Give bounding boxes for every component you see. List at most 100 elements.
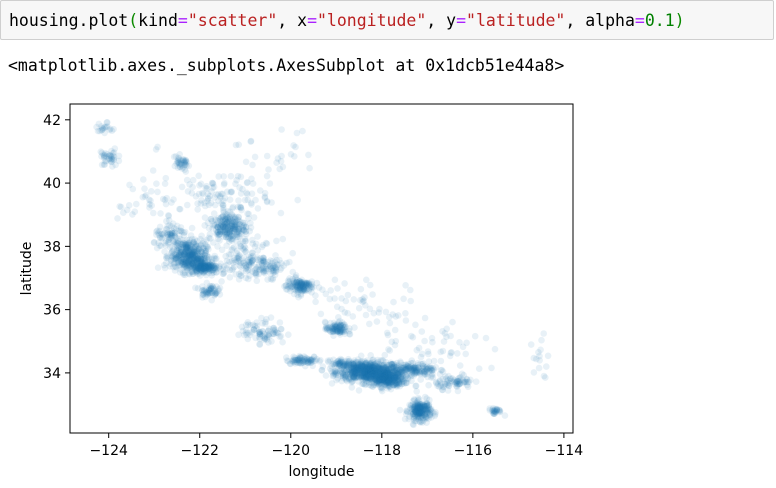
data-point <box>388 366 395 374</box>
data-point <box>361 358 368 365</box>
data-point <box>368 367 376 375</box>
code-str-scatter: "scatter" <box>187 11 278 30</box>
data-point <box>355 373 363 381</box>
data-point <box>472 378 480 386</box>
data-point <box>384 361 392 369</box>
data-point <box>378 366 386 374</box>
data-point <box>362 370 369 378</box>
data-point <box>358 363 365 371</box>
data-point <box>159 195 167 203</box>
data-point <box>430 357 438 365</box>
data-point <box>370 367 378 374</box>
data-point <box>357 367 364 374</box>
data-point <box>184 201 191 209</box>
data-point <box>369 370 377 377</box>
code-cell-input[interactable]: housing.plot(kind="scatter", x="longitud… <box>0 0 774 40</box>
data-point <box>382 371 389 379</box>
data-point <box>369 367 377 374</box>
data-point <box>251 153 259 161</box>
data-point <box>407 297 415 305</box>
data-point <box>369 364 377 372</box>
data-point <box>383 368 391 375</box>
data-point <box>279 338 286 346</box>
data-point <box>230 244 238 251</box>
data-point <box>372 365 379 373</box>
data-point <box>318 366 326 374</box>
data-point <box>373 372 381 379</box>
data-point <box>342 372 350 380</box>
data-point <box>393 370 401 377</box>
scatter-points <box>93 119 552 429</box>
data-point <box>108 155 115 163</box>
data-point <box>389 364 397 371</box>
y-axis-label: latitude <box>19 242 35 296</box>
data-point <box>385 369 392 377</box>
data-point <box>385 372 392 379</box>
data-point <box>361 365 368 373</box>
data-point <box>378 373 386 381</box>
data-point <box>333 376 340 384</box>
data-point <box>338 305 345 313</box>
data-point <box>357 366 364 374</box>
data-point <box>165 212 172 219</box>
data-point <box>349 362 357 369</box>
data-point <box>370 364 378 371</box>
data-point <box>332 370 339 378</box>
data-point <box>154 143 161 151</box>
data-point <box>319 363 327 370</box>
data-point <box>360 365 368 373</box>
data-point <box>395 379 402 387</box>
data-point <box>376 365 384 373</box>
data-point <box>350 373 358 381</box>
data-point <box>293 129 301 137</box>
data-point <box>345 374 353 382</box>
data-point <box>248 190 256 197</box>
data-point <box>390 360 397 368</box>
data-point <box>368 362 376 370</box>
data-point <box>349 363 356 371</box>
data-point <box>358 362 365 369</box>
data-point <box>357 359 364 366</box>
data-point <box>488 364 495 372</box>
data-point <box>162 242 170 249</box>
data-point <box>352 369 359 377</box>
data-point <box>359 369 366 376</box>
data-point <box>349 365 356 373</box>
data-point <box>359 364 367 372</box>
data-point <box>336 362 343 370</box>
data-point <box>361 364 369 372</box>
data-point <box>371 367 379 374</box>
data-point <box>370 370 378 378</box>
data-point <box>370 367 377 375</box>
data-point <box>341 368 349 376</box>
data-point <box>383 369 390 376</box>
data-point <box>185 262 192 270</box>
data-point <box>373 372 381 380</box>
data-point <box>367 352 375 359</box>
data-point <box>338 377 346 385</box>
data-point <box>386 361 393 369</box>
data-point <box>385 365 393 373</box>
data-point <box>362 371 370 379</box>
data-point <box>393 366 400 374</box>
data-point <box>170 153 178 161</box>
data-point <box>371 368 379 376</box>
data-point <box>363 367 370 374</box>
data-point <box>360 369 368 376</box>
data-point <box>254 233 261 240</box>
data-point <box>409 359 417 367</box>
data-point <box>368 363 376 371</box>
data-point <box>365 363 372 370</box>
data-point <box>365 378 372 386</box>
data-point <box>369 371 377 378</box>
data-point <box>409 334 417 341</box>
data-point <box>354 365 362 372</box>
data-point <box>368 368 376 376</box>
data-point <box>368 364 376 371</box>
data-point <box>355 367 363 374</box>
data-point <box>391 372 399 380</box>
data-point <box>372 362 379 370</box>
data-point <box>373 366 381 374</box>
data-point <box>394 376 402 384</box>
data-point <box>364 365 371 372</box>
